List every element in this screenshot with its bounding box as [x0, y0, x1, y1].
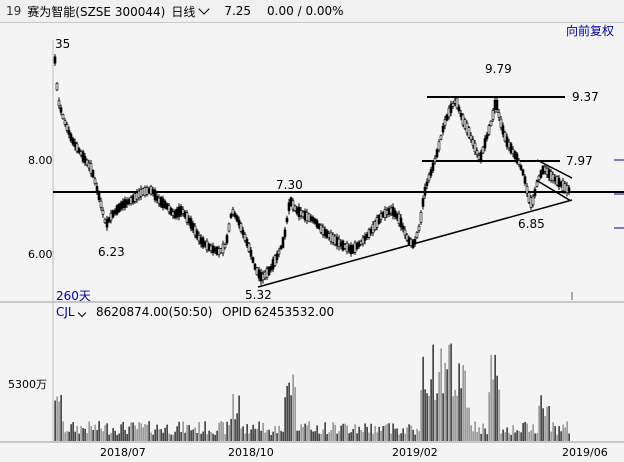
period-selector[interactable]: 日线 — [171, 3, 210, 20]
period-label: 日线 — [171, 4, 196, 19]
volume-axis-label: 5300万 — [8, 378, 47, 391]
period-count-label: 260天 — [56, 289, 91, 303]
annotation-6-23: 6.23 — [98, 245, 125, 259]
y-axis-label-8: 8.00 — [28, 154, 53, 167]
cjl-value: 8620874.00(50:50) — [96, 305, 213, 319]
annotation-resistance: 9.37 — [572, 90, 599, 104]
annotation-high: 9.79 — [485, 62, 512, 76]
stock-info-bar: 19 赛为智能(SZSE 300044) 日线 7.25 0.00 / 0.00… — [0, 0, 624, 23]
annotation-35: 35 — [55, 37, 71, 51]
volume-bars — [54, 343, 570, 441]
indicator-name[interactable]: CJL — [56, 305, 86, 319]
annotation-6-85: 6.85 — [518, 217, 545, 231]
stock-name[interactable]: 赛为智能(SZSE 300044) — [27, 4, 166, 19]
chevron-down-icon — [77, 308, 86, 318]
x-axis-label-2018-10: 2018/10 — [228, 446, 274, 459]
candlestick-series — [53, 54, 571, 285]
annotation-neckline: 7.97 — [566, 154, 593, 168]
index-number: 19 — [6, 4, 22, 18]
last-price: 7.25 — [224, 4, 252, 18]
annotation-low: 5.32 — [245, 288, 272, 302]
x-axis-label-2019-06: 2019/06 — [562, 446, 608, 459]
indicator-label: CJL — [56, 305, 75, 319]
price-change: 0.00 / 0.00% — [267, 4, 344, 18]
x-axis-label-2018-07: 2018/07 — [100, 446, 146, 459]
x-axis-label-2019-02: 2019/02 — [392, 446, 438, 459]
opid-label: OPID — [222, 305, 252, 319]
adjust-mode-button[interactable]: 向前复权 — [565, 24, 614, 38]
y-axis-label-6: 6.00 — [28, 248, 53, 261]
annotation-7-30: 7.30 — [276, 178, 303, 192]
opid-value: 62453532.00 — [254, 305, 335, 319]
